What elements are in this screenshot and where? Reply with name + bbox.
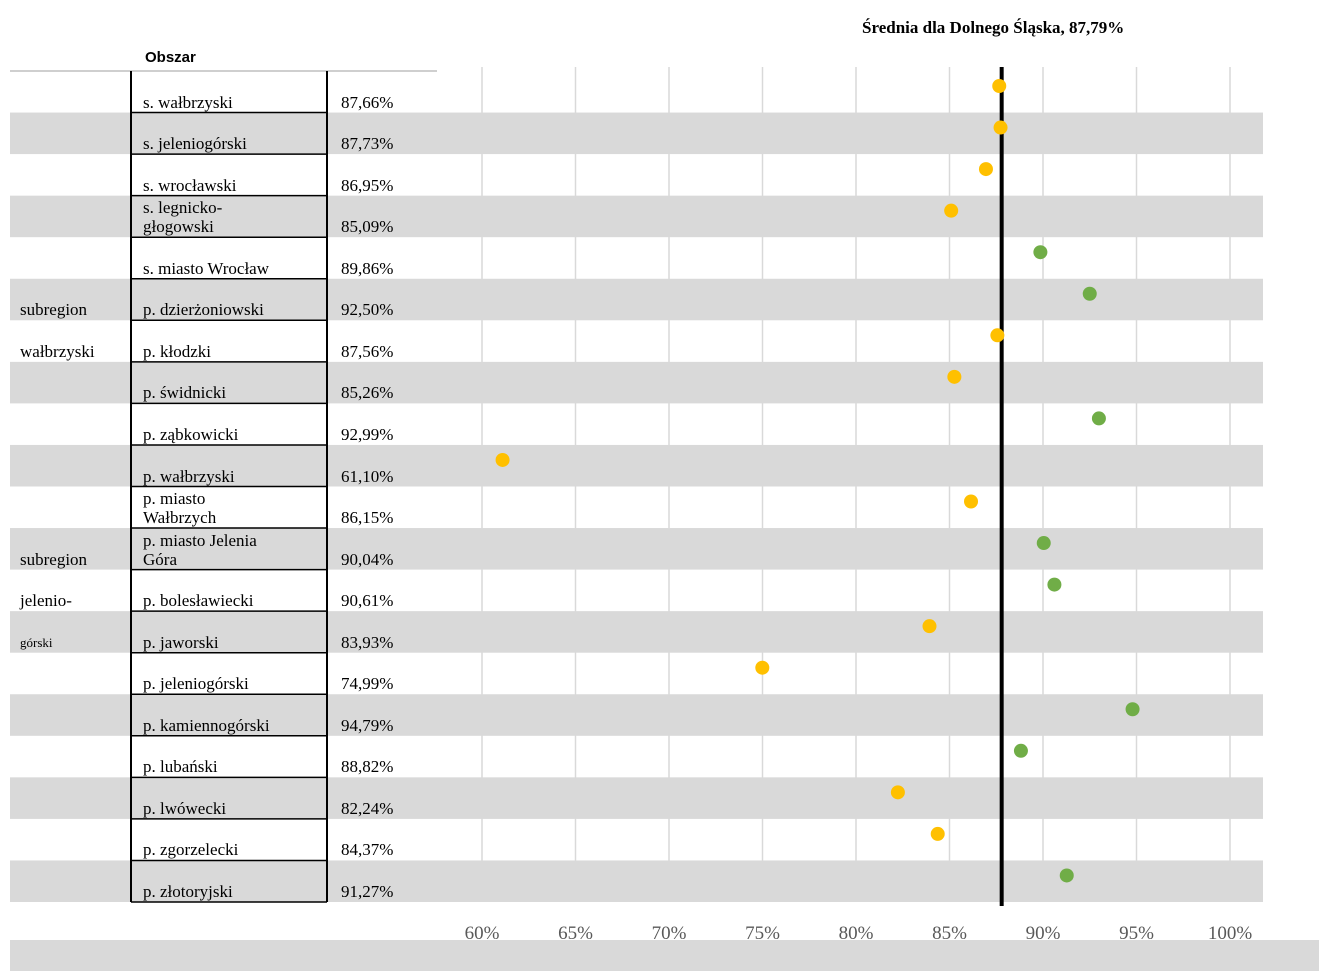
value-label: 90,61% bbox=[341, 591, 394, 611]
area-label: p. zgorzelecki bbox=[143, 840, 239, 860]
x-tick-label: 60% bbox=[465, 923, 500, 944]
area-label: p. lubański bbox=[143, 757, 218, 777]
row-stripe bbox=[10, 112, 1263, 155]
footer-bar bbox=[10, 940, 1319, 971]
x-tick-label: 90% bbox=[1026, 923, 1061, 944]
data-point bbox=[1059, 868, 1074, 883]
area-label: p. złotoryjski bbox=[143, 882, 233, 901]
chart-title: Średnia dla Dolnego Śląska, 87,79% bbox=[862, 18, 1125, 37]
row-stripe bbox=[10, 444, 1263, 487]
area-label: s. wrocławski bbox=[143, 175, 237, 195]
area-label: p. lwówecki bbox=[143, 798, 227, 818]
x-tick-label: 80% bbox=[839, 923, 874, 944]
area-label: s. legnicko- głogowski bbox=[143, 198, 223, 237]
row-stripe bbox=[10, 860, 1263, 902]
group-label: wałbrzyski bbox=[20, 341, 95, 361]
value-label: 86,15% bbox=[341, 508, 394, 528]
data-point bbox=[495, 452, 510, 467]
value-label: 90,04% bbox=[341, 549, 394, 569]
value-label: 74,99% bbox=[341, 674, 394, 694]
data-point bbox=[992, 79, 1007, 93]
data-point bbox=[1033, 245, 1048, 260]
value-label: 92,99% bbox=[341, 424, 394, 444]
value-label: 86,95% bbox=[341, 175, 394, 195]
value-label: 91,27% bbox=[341, 882, 394, 901]
value-label: 84,37% bbox=[341, 840, 394, 860]
area-label: p. miasto Jelenia Góra bbox=[143, 530, 257, 569]
area-label: p. kamiennogórski bbox=[143, 715, 270, 735]
data-point bbox=[890, 785, 905, 800]
data-point bbox=[1125, 702, 1140, 717]
value-label: 92,50% bbox=[341, 300, 394, 320]
data-point bbox=[1082, 286, 1097, 301]
area-label: s. miasto Wrocław bbox=[143, 258, 270, 278]
x-tick-label: 100% bbox=[1208, 923, 1253, 944]
value-label: 83,93% bbox=[341, 632, 394, 652]
data-point bbox=[947, 369, 962, 384]
area-label: s. wałbrzyski bbox=[143, 92, 233, 112]
value-label: 61,10% bbox=[341, 466, 394, 486]
area-label: s. jeleniogórski bbox=[143, 134, 247, 154]
group-label: jelenio- bbox=[20, 591, 72, 611]
value-label: 87,73% bbox=[341, 134, 394, 154]
data-point bbox=[990, 328, 1005, 343]
data-point bbox=[944, 203, 959, 218]
area-label: p. ząbkowicki bbox=[143, 424, 239, 444]
x-tick-label: 65% bbox=[558, 923, 593, 944]
value-label: 87,56% bbox=[341, 341, 394, 361]
group-label: subregion bbox=[20, 549, 88, 569]
x-tick-label: 75% bbox=[745, 923, 780, 944]
data-point bbox=[1047, 577, 1062, 592]
value-label: 87,66% bbox=[341, 92, 394, 112]
table-header: Obszar bbox=[145, 49, 196, 66]
value-label: 94,79% bbox=[341, 715, 394, 735]
data-point bbox=[978, 162, 993, 177]
area-label: p. jaworski bbox=[143, 632, 219, 652]
row-stripe bbox=[10, 611, 1263, 653]
data-point bbox=[1091, 411, 1106, 426]
x-tick-label: 85% bbox=[932, 923, 967, 944]
data-point bbox=[1036, 536, 1051, 551]
data-point bbox=[1013, 743, 1028, 758]
row-stripe bbox=[10, 528, 1263, 570]
row-stripe bbox=[10, 278, 1263, 321]
group-label: górski bbox=[20, 634, 53, 650]
value-label: 85,26% bbox=[341, 383, 394, 403]
area-label: p. świdnicki bbox=[143, 383, 227, 403]
row-stripe bbox=[10, 694, 1263, 736]
value-label: 85,09% bbox=[341, 217, 394, 237]
value-label: 82,24% bbox=[341, 798, 394, 818]
value-label: 89,86% bbox=[341, 258, 394, 278]
data-point bbox=[993, 120, 1008, 135]
area-label: p. miasto Wałbrzych bbox=[143, 489, 217, 528]
x-tick-label: 70% bbox=[652, 923, 687, 944]
area-label: p. jeleniogórski bbox=[143, 674, 249, 694]
data-point bbox=[922, 619, 937, 634]
group-label: subregion bbox=[20, 300, 88, 320]
data-point bbox=[755, 660, 770, 675]
area-label: p. kłodzki bbox=[143, 341, 211, 361]
x-tick-label: 95% bbox=[1119, 923, 1154, 944]
row-stripe bbox=[10, 195, 1263, 238]
row-stripe bbox=[10, 361, 1263, 404]
area-label: p. bolesławiecki bbox=[143, 591, 254, 611]
row-stripe bbox=[10, 777, 1263, 819]
value-label: 88,82% bbox=[341, 757, 394, 777]
data-point bbox=[930, 826, 945, 841]
data-point bbox=[964, 494, 979, 509]
area-label: p. wałbrzyski bbox=[143, 466, 235, 486]
area-label: p. dzierżoniowski bbox=[143, 300, 264, 320]
